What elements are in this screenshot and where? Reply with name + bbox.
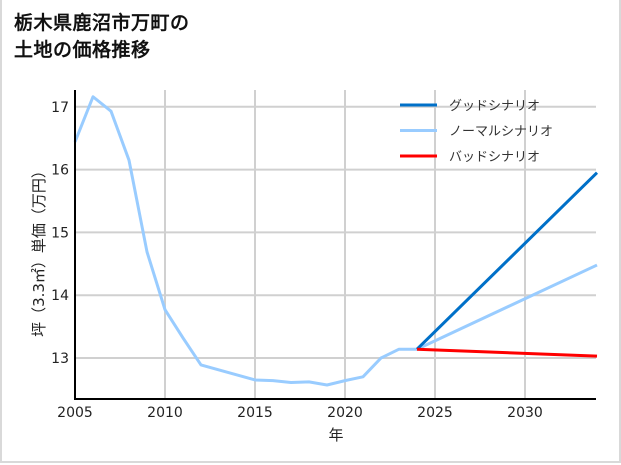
x-axis-label: 年 (328, 426, 343, 444)
legend-label: ノーマルシナリオ (449, 125, 553, 140)
x-tick-label: 2025 (417, 405, 453, 421)
y-tick-labels: 13 14 15 16 17 (51, 100, 69, 367)
title-line-1: 栃木県鹿沼市万町の (14, 12, 190, 34)
series-line (415, 171, 599, 351)
y-axis-label: 坪（3.3㎡）単価（万円） (30, 163, 48, 337)
chart-title: 栃木県鹿沼市万町の 土地の価格推移 (14, 10, 190, 64)
x-tick-label: 2020 (327, 405, 363, 421)
series-line (73, 95, 598, 387)
data-lines (73, 95, 599, 387)
x-tick-label: 2030 (507, 405, 543, 421)
title-line-2: 土地の価格推移 (14, 39, 151, 61)
legend-label: グッドシナリオ (449, 99, 540, 114)
axes (74, 90, 596, 400)
x-tick-label: 2015 (237, 405, 273, 421)
y-tick-label: 16 (51, 163, 69, 179)
x-tick-label: 2010 (147, 405, 183, 421)
x-tick-label: 2005 (57, 405, 93, 421)
y-tick-label: 13 (51, 351, 69, 367)
y-tick-label: 17 (51, 100, 69, 116)
legend-label: バッドシナリオ (449, 150, 540, 165)
y-tick-label: 15 (51, 225, 69, 241)
x-tick-labels: 2005 2010 2015 2020 2025 2030 (57, 405, 543, 421)
series-line (416, 347, 598, 358)
y-tick-label: 14 (51, 288, 69, 304)
